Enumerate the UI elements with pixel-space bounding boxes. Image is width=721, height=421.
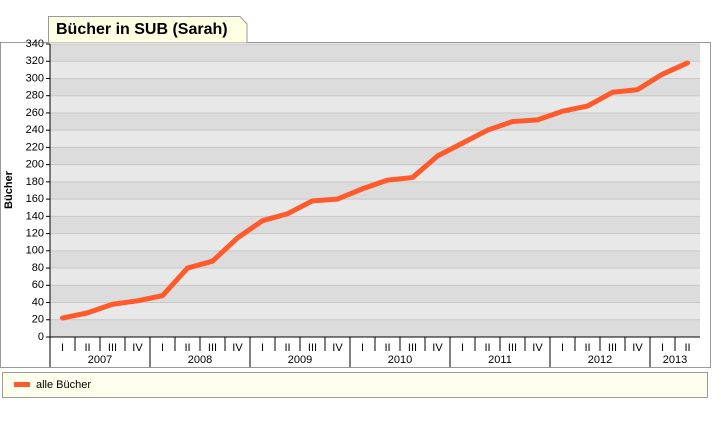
x-tick-label: II [184,342,190,354]
y-tick-label: 300 [26,72,44,84]
x-tick-label: I [261,342,264,354]
grid-band [50,199,700,217]
y-tick-label: 220 [26,141,44,153]
x-tick-label: IV [332,342,343,354]
y-tick-label: 160 [26,193,44,205]
grid-band [50,181,700,200]
x-tick-label: IV [232,342,243,354]
legend-label: alle Bücher [36,379,91,391]
grid-band [50,78,700,96]
y-tick-label: 80 [32,262,44,274]
grid-band [50,112,700,131]
y-axis-label: Bücher [3,170,15,209]
y-tick-label: 180 [26,176,44,188]
grid-band [50,61,700,79]
x-tick-label: I [61,342,64,354]
x-tick-label: II [284,342,290,354]
grid-band [50,250,700,269]
year-label: 2012 [588,354,612,366]
grid-band [50,95,700,113]
x-tick-label: III [208,342,217,354]
grid-band [50,130,700,148]
y-tick-label: 320 [26,55,44,67]
legend-box [2,372,708,398]
grid-band [50,285,700,303]
x-tick-label: II [584,342,590,354]
x-tick-label: I [561,342,564,354]
y-tick-label: 0 [38,331,44,343]
y-tick-label: 240 [26,124,44,136]
y-tick-label: 140 [26,210,44,222]
y-tick-label: 260 [26,107,44,119]
legend-swatch [14,382,30,387]
x-tick-label: IV [432,342,443,354]
grid-band [50,44,700,62]
x-tick-label: I [661,342,664,354]
y-tick-label: 200 [26,159,44,171]
grid-band [50,216,700,234]
year-label: 2008 [188,354,212,366]
y-tick-label: 20 [32,314,44,326]
y-tick-label: 100 [26,245,44,257]
y-tick-label: 280 [26,90,44,102]
year-label: 2013 [663,354,687,366]
year-label: 2010 [388,354,412,366]
x-tick-label: II [484,342,490,354]
year-label: 2011 [488,354,512,366]
x-tick-label: II [384,342,390,354]
grid-band [50,164,700,182]
year-label: 2007 [88,354,112,366]
x-tick-label: II [684,342,690,354]
year-label: 2009 [288,354,312,366]
x-tick-label: III [408,342,417,354]
x-tick-label: III [508,342,517,354]
grid-band [50,319,700,337]
x-tick-label: II [84,342,90,354]
grid-band [50,147,700,165]
chart-title: Bücher in SUB (Sarah) [56,21,228,38]
x-tick-label: IV [632,342,643,354]
grid-band [50,302,700,320]
x-tick-label: III [608,342,617,354]
title-tab [48,16,248,43]
x-tick-label: IV [132,342,143,354]
grid-band [50,268,700,286]
y-tick-label: 340 [26,38,44,50]
x-tick-label: I [161,342,164,354]
y-tick-label: 40 [32,296,44,308]
x-tick-label: III [108,342,117,354]
x-tick-label: I [461,342,464,354]
grid-band [50,233,700,251]
x-tick-label: IV [532,342,543,354]
data-line [60,60,690,321]
y-tick-label: 120 [26,227,44,239]
y-tick-label: 60 [32,279,44,291]
x-tick-label: III [308,342,317,354]
x-tick-label: I [361,342,364,354]
